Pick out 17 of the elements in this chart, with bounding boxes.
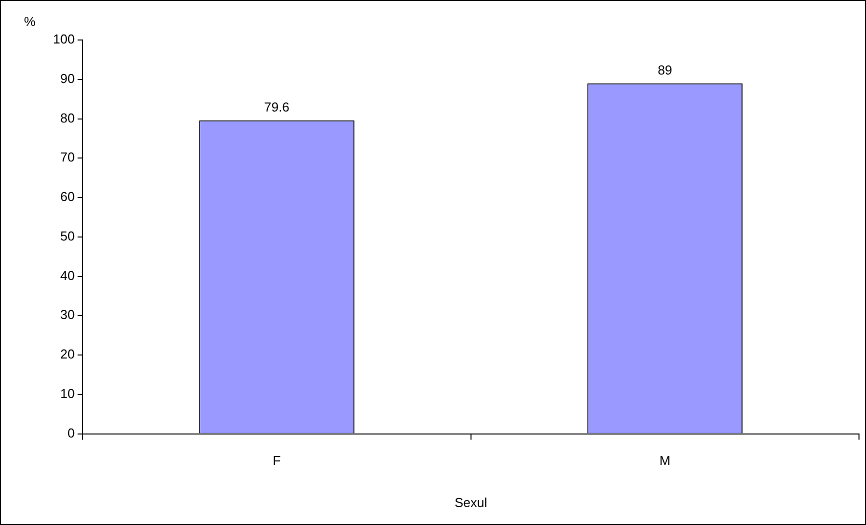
x-tick-label: M	[660, 453, 670, 468]
y-tick-label: 30	[60, 307, 75, 322]
y-axis-title: %	[24, 14, 36, 30]
data-label: 79.6	[264, 99, 290, 114]
y-tick-label: 70	[60, 150, 75, 165]
x-tick-label: F	[272, 453, 281, 468]
y-tick-label: 50	[60, 228, 75, 244]
y-tick-label: 20	[60, 346, 75, 362]
y-tick-label: 90	[60, 70, 75, 86]
y-tick-label: 40	[60, 268, 75, 283]
y-tick-label: 0	[67, 425, 75, 440]
y-tick-label: 60	[60, 189, 75, 204]
data-label: 89	[658, 62, 672, 78]
y-tick-label: 80	[60, 110, 75, 126]
y-tick-label: 100	[52, 32, 75, 47]
x-axis-title: Sexul	[454, 494, 488, 510]
y-tick-label: 10	[60, 386, 75, 401]
